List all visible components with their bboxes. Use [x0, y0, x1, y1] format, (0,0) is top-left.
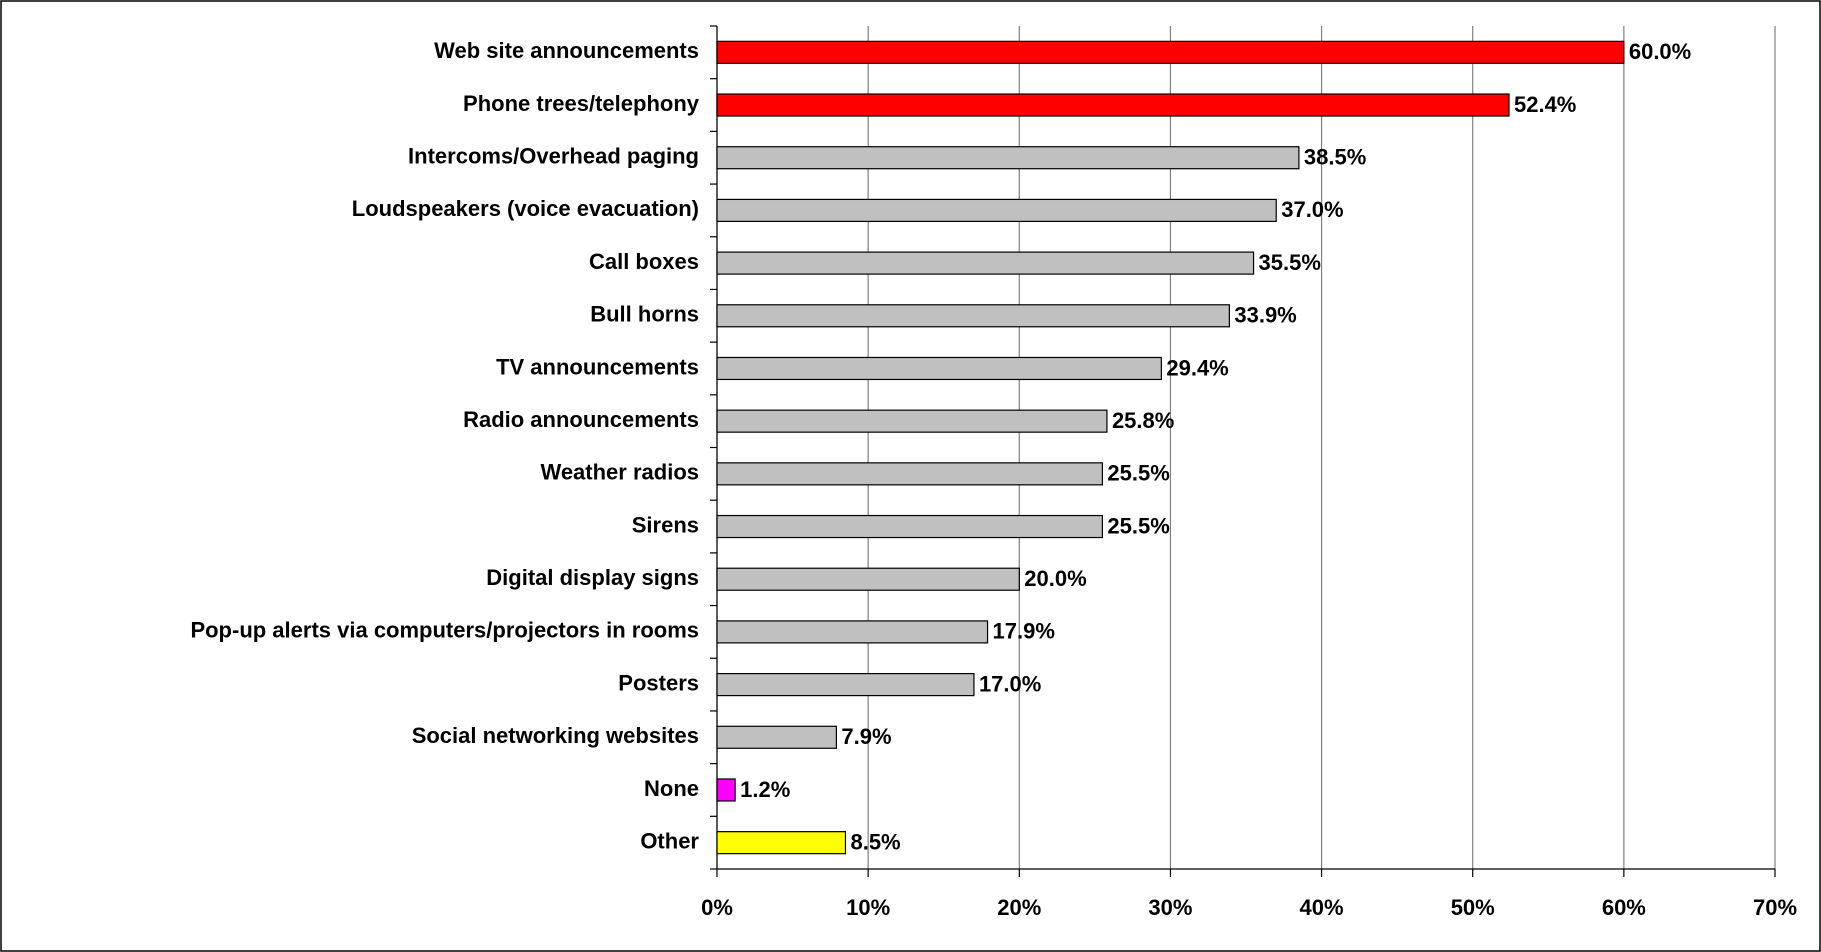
- y-tick-label: Call boxes: [589, 249, 699, 274]
- bar: [716, 778, 736, 802]
- x-tick-label: 10%: [846, 895, 890, 920]
- y-tick-label: Social networking websites: [412, 723, 699, 748]
- x-tick-label: 60%: [1602, 895, 1646, 920]
- data-label: 7.9%: [841, 724, 891, 749]
- bar: [716, 304, 1230, 328]
- bar: [716, 831, 847, 855]
- y-tick-label: Digital display signs: [486, 565, 699, 590]
- data-label: 25.5%: [1107, 513, 1169, 538]
- x-tick-label: 40%: [1300, 895, 1344, 920]
- bar: [716, 40, 1625, 64]
- bar: [716, 146, 1300, 170]
- data-label: 38.5%: [1304, 145, 1366, 170]
- y-tick-label: Bull horns: [590, 302, 699, 327]
- y-tick-label: Radio announcements: [463, 407, 699, 432]
- data-label: 25.8%: [1112, 408, 1174, 433]
- bar: [716, 462, 1104, 486]
- bar: [716, 725, 838, 749]
- data-label: 17.0%: [979, 671, 1041, 696]
- y-tick-label: Other: [640, 828, 699, 853]
- data-label: 1.2%: [740, 777, 790, 802]
- x-tick-label: 20%: [997, 895, 1041, 920]
- bar: [716, 251, 1255, 275]
- y-tick-label: Sirens: [632, 512, 699, 537]
- data-label: 29.4%: [1166, 355, 1228, 380]
- bar: [716, 620, 989, 644]
- y-tick-label: Web site announcements: [434, 38, 699, 63]
- y-tick-label: Pop-up alerts via computers/projectors i…: [190, 618, 699, 643]
- data-label: 60.0%: [1629, 39, 1691, 64]
- bar: [716, 672, 975, 697]
- x-tick-label: 0%: [701, 895, 733, 920]
- data-label: 37.0%: [1281, 197, 1343, 222]
- x-tick-label: 70%: [1753, 895, 1797, 920]
- y-tick-label: None: [644, 776, 699, 801]
- bar: [716, 198, 1277, 223]
- y-tick-label: Posters: [618, 670, 699, 695]
- bar: [716, 93, 1510, 117]
- data-label: 35.5%: [1259, 250, 1321, 275]
- data-label: 33.9%: [1234, 303, 1296, 328]
- x-tick-label: 30%: [1148, 895, 1192, 920]
- data-label: 25.5%: [1107, 461, 1169, 486]
- bar: [716, 356, 1162, 381]
- bar: [716, 409, 1108, 433]
- bar: [716, 567, 1020, 591]
- y-tick-label: Intercoms/Overhead paging: [408, 144, 699, 169]
- y-tick-label: Phone trees/telephony: [463, 91, 700, 116]
- data-label: 20.0%: [1024, 566, 1086, 591]
- y-tick-label: Weather radios: [540, 460, 699, 485]
- bar: [716, 514, 1104, 539]
- data-label: 17.9%: [993, 619, 1055, 644]
- data-label: 8.5%: [850, 829, 900, 854]
- x-tick-label: 50%: [1451, 895, 1495, 920]
- data-label: 52.4%: [1514, 92, 1576, 117]
- y-tick-label: Loudspeakers (voice evacuation): [352, 196, 699, 221]
- y-tick-label: TV announcements: [496, 354, 699, 379]
